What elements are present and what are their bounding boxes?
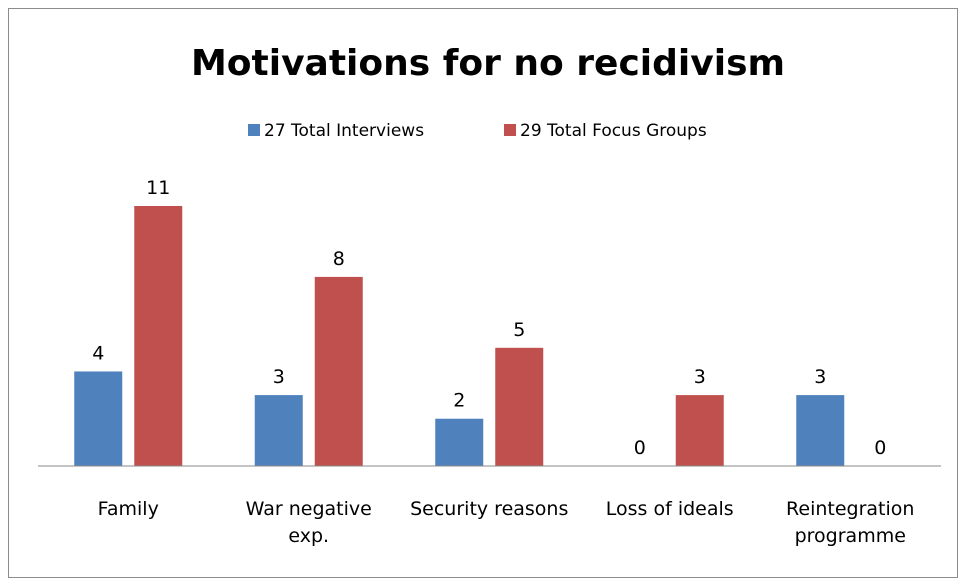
x-tick-label-4-line-0: Reintegration [786, 498, 914, 520]
data-label-interviews-0: 4 [92, 342, 104, 364]
data-label-interviews-2: 2 [453, 390, 465, 412]
x-tick-label-1-line-1: exp. [288, 525, 329, 547]
x-tick-labels: Family War negative exp. Security reasons Lo… [98, 498, 915, 547]
bar-interviews-4 [796, 395, 845, 466]
legend: 27 Total Interviews 29 Total Focus Groups [248, 121, 707, 141]
x-tick-label-3: Loss of ideals [606, 498, 734, 520]
x-tick-label-2-line-0: Security reasons [410, 498, 568, 520]
x-tick-label-3-line-0: Loss of ideals [606, 498, 734, 520]
bar-interviews-1 [254, 395, 303, 466]
x-tick-label-2: Security reasons [410, 498, 568, 520]
x-tick-label-1: War negative exp. [246, 498, 372, 547]
bar-focus-groups-0 [134, 206, 183, 466]
x-tick-label-0-line-0: Family [98, 498, 159, 520]
data-label-focus-groups-4: 0 [874, 437, 886, 459]
data-label-interviews-4: 3 [814, 366, 826, 388]
legend-label-interviews: 27 Total Interviews [264, 121, 424, 141]
legend-swatch-focus-groups [504, 124, 516, 136]
x-tick-label-0: Family [98, 498, 159, 520]
bar-focus-groups-2 [495, 347, 544, 466]
bar-interviews-0 [74, 371, 123, 466]
x-tick-label-1-line-0: War negative [246, 498, 372, 520]
data-label-interviews-1: 3 [273, 366, 285, 388]
bar-interviews-2 [435, 418, 484, 466]
x-tick-label-4-line-1: programme [795, 525, 906, 547]
data-label-focus-groups-2: 5 [513, 319, 525, 341]
x-tick-label-4: Reintegration programme [786, 498, 914, 547]
chart-title: Motivations for no recidivism [191, 43, 785, 84]
data-label-focus-groups-1: 8 [333, 248, 345, 270]
data-label-interviews-3: 0 [634, 437, 646, 459]
bar-focus-groups-1 [314, 276, 363, 466]
data-label-focus-groups-0: 11 [146, 177, 170, 199]
data-label-focus-groups-3: 3 [694, 366, 706, 388]
legend-label-focus-groups: 29 Total Focus Groups [520, 121, 707, 141]
legend-swatch-interviews [248, 124, 260, 136]
bar-focus-groups-3 [675, 395, 724, 466]
bars: 4 11 3 8 2 5 0 3 3 0 [74, 177, 886, 466]
